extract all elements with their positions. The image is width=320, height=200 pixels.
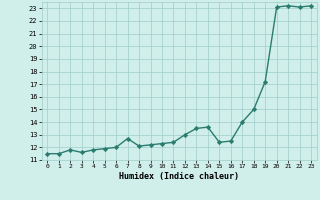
X-axis label: Humidex (Indice chaleur): Humidex (Indice chaleur) [119, 172, 239, 181]
